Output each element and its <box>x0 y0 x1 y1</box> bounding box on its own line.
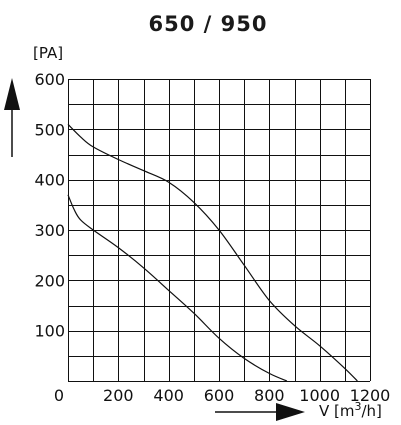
series-line-1 <box>67 123 358 382</box>
x-tick-label: 200 <box>103 386 134 405</box>
series-line-2 <box>67 194 288 382</box>
x-axis-label: V [m3/h] <box>319 400 382 420</box>
y-tick-label: 200 <box>34 271 65 290</box>
grid <box>68 79 371 382</box>
x-axis-arrow-icon <box>215 403 305 421</box>
tick-labels: 0 200 400 600 800 1000 1200 100 200 300 400 500 600 <box>34 70 390 405</box>
x-tick-label: 400 <box>153 386 184 405</box>
curves <box>67 123 358 382</box>
x-tick-label: 800 <box>254 386 285 405</box>
x-axis-label-prefix: V [m <box>319 402 355 420</box>
y-tick-label: 500 <box>34 120 65 139</box>
x-tick-label: 0 <box>54 386 64 405</box>
y-tick-label: 100 <box>34 322 65 341</box>
y-tick-label: 300 <box>34 221 65 240</box>
y-tick-label: 600 <box>34 70 65 89</box>
x-tick-label: 600 <box>204 386 235 405</box>
x-axis-label-sup: 3 <box>355 400 362 413</box>
y-axis-arrow-icon <box>4 78 20 157</box>
x-axis-label-suffix: /h] <box>362 402 382 420</box>
y-tick-label: 400 <box>34 171 65 190</box>
x-tick-label: 1000 <box>299 386 340 405</box>
chart-title: 650 / 950 <box>149 12 268 36</box>
y-axis-label: [PA] <box>33 44 63 62</box>
x-tick-label: 1200 <box>350 386 391 405</box>
